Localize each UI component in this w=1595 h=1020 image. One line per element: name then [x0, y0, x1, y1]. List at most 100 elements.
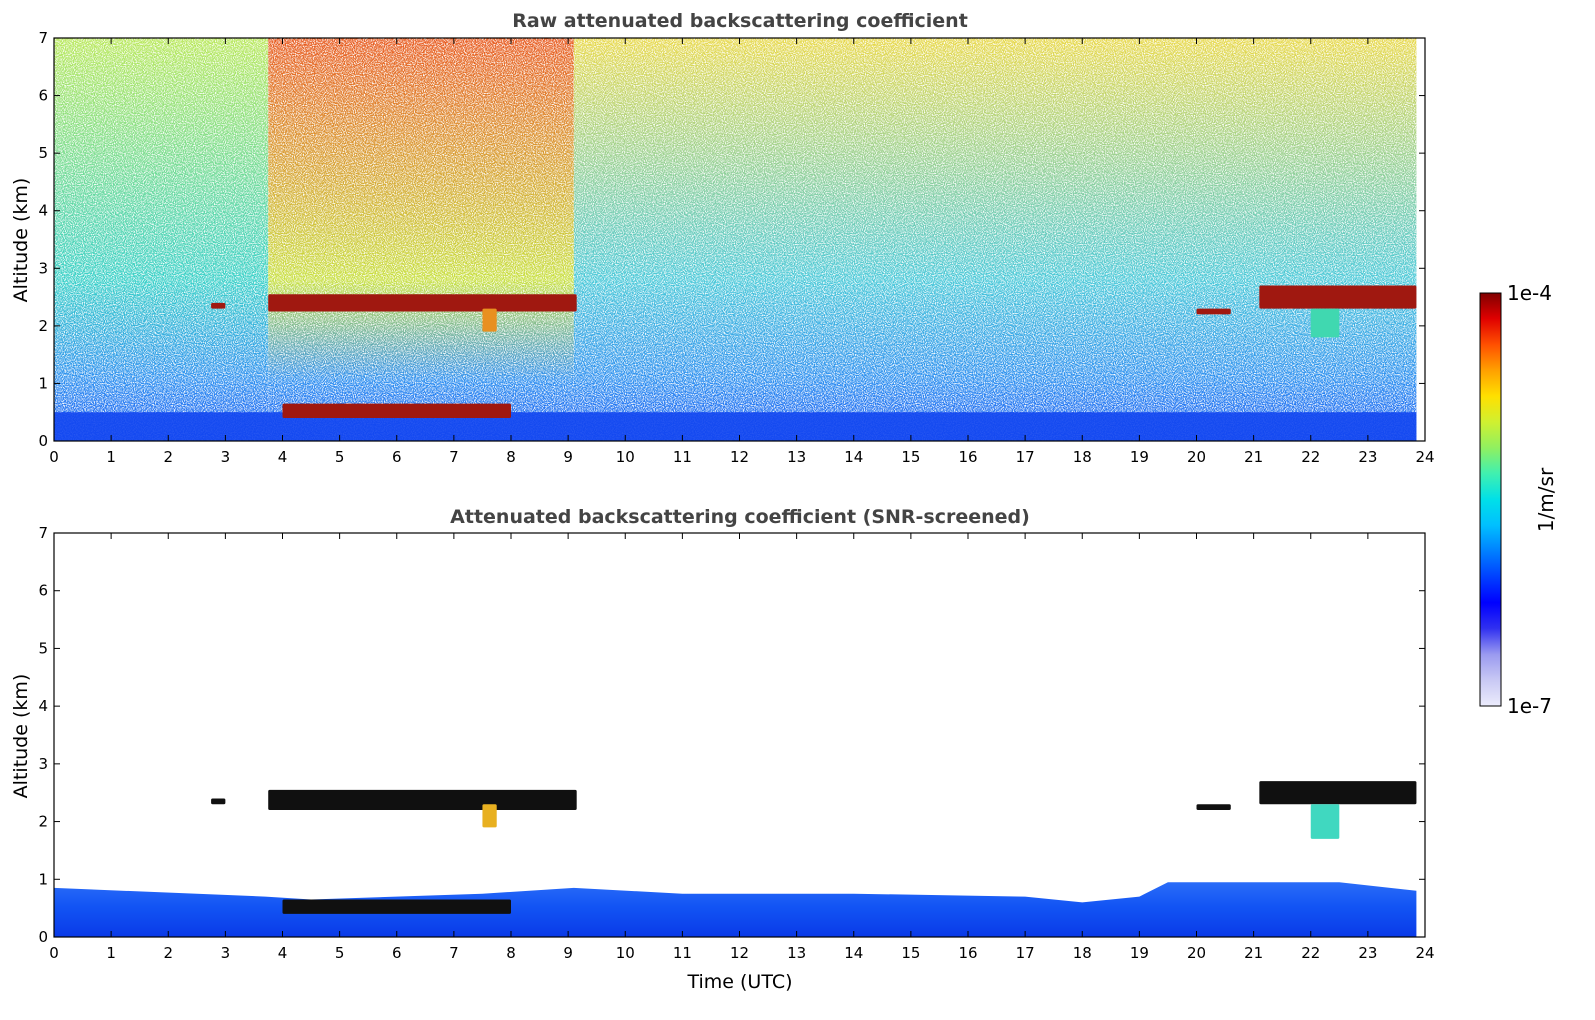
- x-tick-label: 6: [392, 448, 402, 466]
- x-tick-label: 15: [901, 448, 920, 466]
- raw-panel-title: Raw attenuated backscattering coefficien…: [512, 10, 968, 32]
- x-tick-label: 23: [1358, 944, 1377, 962]
- x-tick-label: 6: [392, 944, 402, 962]
- virga: [482, 308, 497, 332]
- x-tick-label: 16: [958, 944, 977, 962]
- y-tick-label: 7: [38, 524, 48, 542]
- x-tick-label: 12: [730, 448, 749, 466]
- x-tick-label: 15: [901, 944, 920, 962]
- plot-frame: [53, 532, 1426, 938]
- screened-backscatter-panel: Attenuated backscattering coefficient (S…: [10, 506, 1435, 993]
- y-tick-label: 0: [38, 432, 48, 450]
- x-tick-label: 4: [278, 944, 288, 962]
- raw-y-axis-label: Altitude (km): [10, 178, 32, 303]
- cloud-layer: [1196, 308, 1231, 315]
- x-tick-label: 13: [787, 448, 806, 466]
- y-tick-label: 0: [38, 928, 48, 946]
- y-tick-label: 7: [38, 29, 48, 47]
- x-tick-label: 17: [1016, 448, 1035, 466]
- screened-plot-area: 0 1 2 3 4 5 6 7 8 9 10 11 12 13 14 15 16 17 18 19 20 21 22 23 24…: [38, 524, 1434, 962]
- x-tick-label: 9: [563, 944, 573, 962]
- y-tick-label: 4: [38, 202, 48, 220]
- boundary-layer: [54, 882, 1417, 937]
- x-tick-label: 1: [106, 944, 116, 962]
- virga: [1310, 804, 1340, 839]
- x-tick-label: 8: [506, 448, 516, 466]
- y-tick-label: 6: [38, 87, 48, 105]
- x-tick-label: 13: [787, 944, 806, 962]
- x-tick-label: 16: [958, 448, 977, 466]
- y-tick-label: 2: [38, 317, 48, 335]
- virga: [1310, 308, 1340, 338]
- y-tick-label: 2: [38, 813, 48, 831]
- y-tick-label: 5: [38, 144, 48, 162]
- x-tick-label: 3: [221, 448, 231, 466]
- x-tick-label: 24: [1415, 448, 1434, 466]
- x-tick-label: 11: [673, 448, 692, 466]
- low-cloud: [282, 899, 511, 914]
- cloud-layer: [268, 789, 577, 811]
- x-tick-label: 0: [49, 448, 59, 466]
- x-tick-label: 5: [335, 448, 345, 466]
- x-tick-label: 21: [1244, 448, 1263, 466]
- x-tick-label: 18: [1073, 944, 1092, 962]
- y-tick-label: 4: [38, 697, 48, 715]
- plot-content: [54, 781, 1417, 937]
- x-tick-label: 14: [844, 448, 863, 466]
- cloud-layer: [268, 294, 577, 312]
- y-tick-label: 1: [38, 374, 48, 392]
- y-tick-label: 3: [38, 755, 48, 773]
- x-tick-label: 2: [163, 448, 173, 466]
- x-tick-label: 14: [844, 944, 863, 962]
- x-tick-label: 23: [1358, 448, 1377, 466]
- colorbar-max-label: 1e-4: [1507, 281, 1552, 305]
- y-tick-label: 3: [38, 259, 48, 277]
- x-tick-label: 2: [163, 944, 173, 962]
- x-tick-label: 19: [1130, 944, 1149, 962]
- x-tick-label: 22: [1301, 944, 1320, 962]
- screened-panel-title: Attenuated backscattering coefficient (S…: [450, 506, 1030, 528]
- x-tick-label: 1: [106, 448, 116, 466]
- y-tick-label: 5: [38, 639, 48, 657]
- screened-y-axis-label: Altitude (km): [10, 674, 32, 799]
- colorbar-gradient: [1480, 293, 1501, 706]
- x-tick-label: 17: [1016, 944, 1035, 962]
- y-tick-label: 6: [38, 582, 48, 600]
- x-tick-label: 4: [278, 448, 288, 466]
- noise-speckle: [54, 38, 1417, 441]
- virga: [482, 804, 497, 828]
- x-tick-label: 11: [673, 944, 692, 962]
- x-tick-label: 3: [221, 944, 231, 962]
- x-tick-label: 9: [563, 448, 573, 466]
- x-tick-label: 24: [1415, 944, 1434, 962]
- x-tick-label: 20: [1187, 944, 1206, 962]
- y-tick-label: 1: [38, 870, 48, 888]
- x-tick-label: 8: [506, 944, 516, 962]
- colorbar-frame: [1479, 292, 1502, 707]
- boundary-layer: [54, 412, 1417, 441]
- colorbar: 1e-4 1e-7 1/m/sr: [1479, 281, 1558, 718]
- colorbar-unit-label: 1/m/sr: [1534, 467, 1558, 532]
- low-cloud: [282, 403, 511, 418]
- x-tick-label: 5: [335, 944, 345, 962]
- x-tick-label: 10: [616, 944, 635, 962]
- cloud-layer: [211, 798, 226, 805]
- cloud-layer: [1196, 804, 1231, 811]
- x-tick-label: 20: [1187, 448, 1206, 466]
- plot-content: [54, 38, 1417, 441]
- x-tick-label: 12: [730, 944, 749, 962]
- time-axis-label: Time (UTC): [686, 971, 792, 993]
- x-tick-label: 10: [616, 448, 635, 466]
- raw-backscatter-panel: Raw attenuated backscattering coefficien…: [10, 10, 1435, 466]
- x-tick-label: 18: [1073, 448, 1092, 466]
- x-tick-label: 22: [1301, 448, 1320, 466]
- x-tick-label: 0: [49, 944, 59, 962]
- colorbar-min-label: 1e-7: [1507, 694, 1552, 718]
- cloud-layer: [1259, 285, 1417, 309]
- x-tick-label: 19: [1130, 448, 1149, 466]
- x-tick-label: 7: [449, 448, 459, 466]
- raw-plot-area: 0 1 2 3 4 5 6 7 8 9 10 11 12 13 14 15 16 17 18 19 20 21 22 23 24…: [38, 29, 1434, 466]
- cloud-layer: [1259, 781, 1417, 805]
- x-tick-label: 7: [449, 944, 459, 962]
